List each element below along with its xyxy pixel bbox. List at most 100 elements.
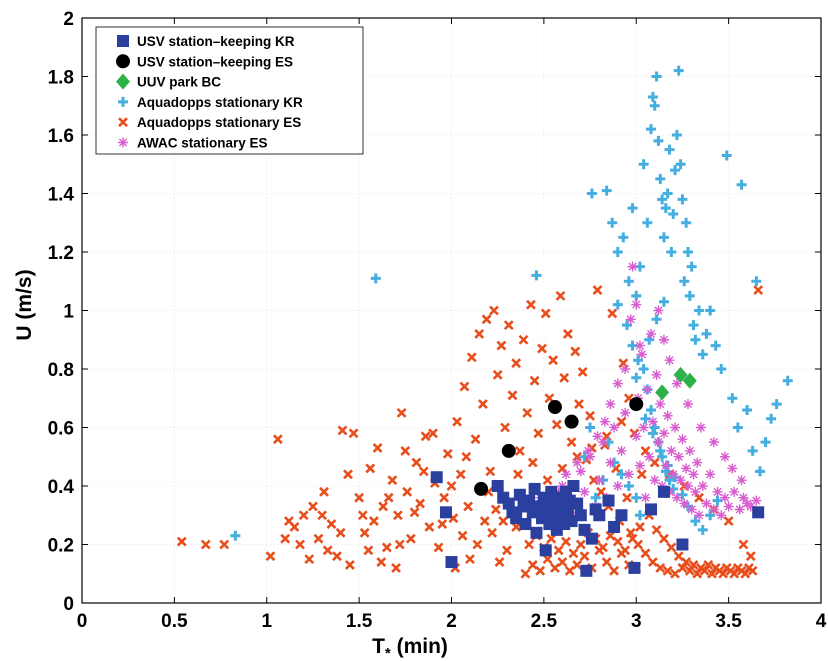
data-point: [627, 533, 638, 544]
data-point: [510, 512, 523, 525]
data-point: [383, 492, 394, 503]
data-point: [575, 466, 586, 477]
data-point: [365, 463, 376, 474]
data-point: [675, 475, 686, 486]
data-point: [559, 372, 570, 383]
data-point: [636, 469, 647, 480]
data-point: [585, 451, 596, 462]
data-point: [673, 451, 684, 462]
data-point: [335, 527, 346, 538]
data-point: [420, 431, 431, 442]
data-point: [394, 539, 405, 550]
data-point: [699, 565, 710, 576]
legend-marker: [118, 117, 128, 128]
data-point: [359, 527, 370, 538]
data-point: [492, 369, 503, 380]
legend-items: USV station–keeping KR USV station–keepin…: [116, 34, 303, 151]
data-point: [658, 428, 669, 439]
data-point: [477, 399, 488, 410]
legend-marker: [116, 54, 130, 69]
data-point: [496, 340, 507, 351]
data-point: [265, 551, 276, 562]
data-point: [437, 519, 448, 529]
data-point: [304, 554, 315, 565]
series-2: [655, 366, 697, 401]
data-point: [782, 375, 793, 386]
data-point: [570, 346, 581, 357]
data-point: [645, 503, 658, 516]
data-point: [572, 457, 583, 468]
data-point: [491, 480, 504, 492]
y-tick-label: 0.2: [48, 536, 74, 557]
data-point: [326, 519, 337, 529]
data-point: [623, 276, 634, 287]
legend: USV station–keeping KR USV station–keepin…: [95, 26, 364, 155]
data-point: [705, 510, 716, 521]
data-point: [548, 355, 559, 366]
legend-label: UUV park BC: [137, 75, 221, 90]
data-point: [723, 501, 734, 512]
legend-marker: [117, 35, 129, 47]
data-point: [708, 504, 719, 515]
data-point: [620, 407, 631, 418]
data-point: [631, 290, 642, 301]
data-point: [474, 328, 485, 339]
data-point: [513, 469, 523, 480]
data-point: [612, 247, 623, 257]
y-tick-label: 1.4: [48, 185, 75, 206]
data-point: [463, 501, 474, 512]
data-point: [557, 463, 568, 474]
data-point: [653, 305, 664, 316]
y-tick-label: 1.8: [48, 68, 74, 89]
data-point: [472, 539, 483, 550]
data-point: [631, 372, 642, 383]
data-point: [721, 150, 732, 161]
data-point: [620, 545, 631, 556]
data-point: [585, 410, 595, 421]
y-tick-label: 1: [63, 302, 74, 323]
data-point: [673, 366, 688, 383]
data-point: [660, 460, 671, 471]
data-point: [612, 536, 623, 547]
data-point: [638, 159, 649, 170]
data-point: [609, 422, 620, 433]
data-point: [418, 466, 429, 477]
data-point: [638, 422, 649, 433]
data-point: [716, 510, 727, 521]
data-point: [638, 364, 649, 374]
data-point: [542, 475, 553, 486]
data-point: [657, 451, 668, 462]
data-point: [557, 557, 568, 567]
data-point: [522, 407, 533, 418]
data-point: [402, 486, 413, 497]
data-point: [676, 538, 689, 551]
data-point: [319, 486, 329, 497]
data-point: [688, 560, 699, 570]
data-point: [616, 445, 627, 456]
data-point: [531, 270, 542, 281]
data-point: [280, 533, 291, 544]
data-point: [727, 393, 738, 404]
data-point: [684, 445, 695, 456]
data-point: [542, 554, 553, 565]
data-point: [690, 516, 701, 527]
data-point: [644, 451, 655, 462]
data-point: [734, 504, 745, 515]
data-point: [230, 530, 241, 541]
data-point: [710, 340, 721, 351]
data-point: [618, 232, 629, 243]
data-point: [651, 369, 662, 380]
data-point: [681, 463, 692, 474]
data-point: [585, 532, 598, 545]
data-point: [655, 445, 666, 456]
data-point: [646, 404, 657, 415]
data-point: [615, 509, 628, 522]
data-point: [539, 544, 552, 557]
data-point: [580, 564, 593, 577]
data-point: [658, 296, 669, 307]
data-point: [651, 314, 662, 325]
data-point: [631, 431, 642, 442]
data-point: [616, 416, 627, 427]
data-point: [666, 247, 677, 257]
data-point: [697, 349, 708, 360]
